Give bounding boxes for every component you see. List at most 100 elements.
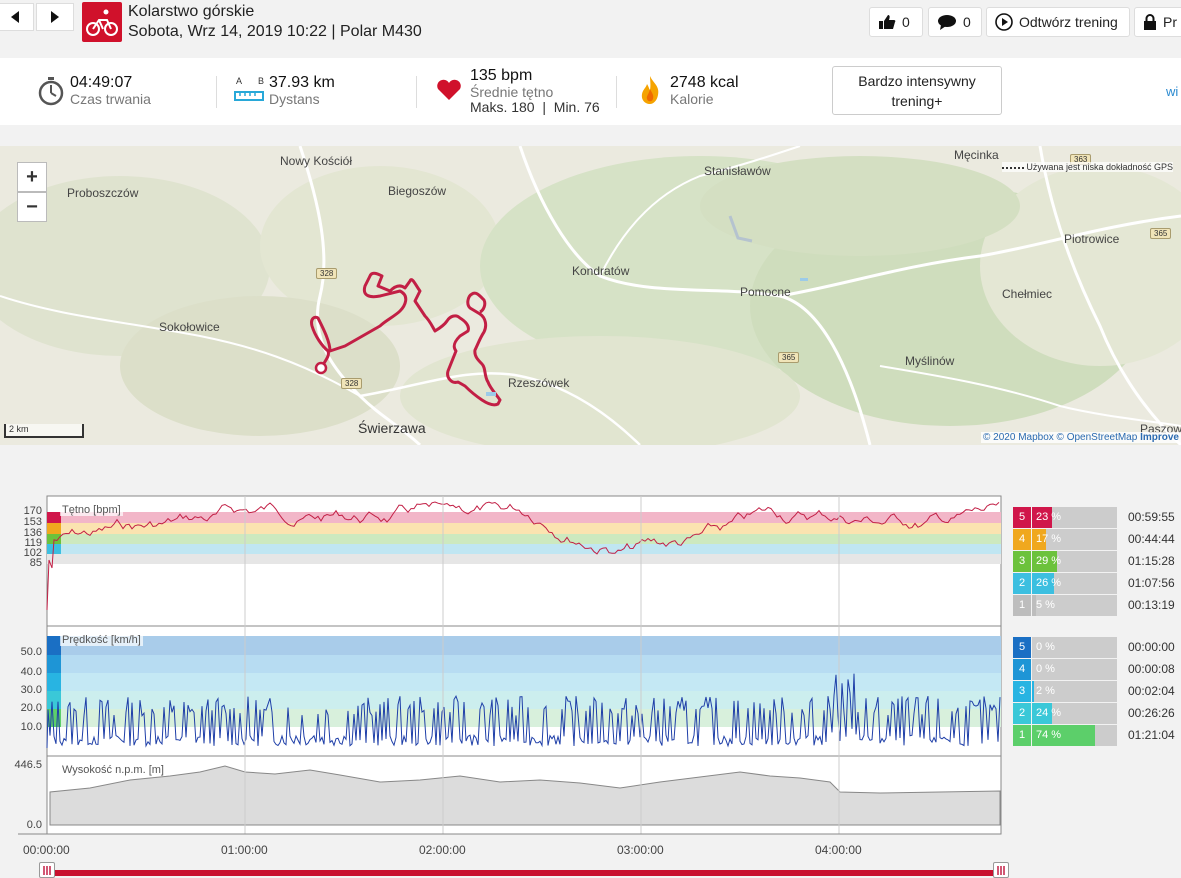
zone-percent: 17 % — [1036, 533, 1062, 545]
map-label: Myślinów — [905, 354, 955, 368]
speed-zone-row: 5 0 % 00:00:00 — [1013, 637, 1181, 658]
privacy-label: Pr — [1163, 14, 1177, 30]
comment-icon — [938, 15, 956, 30]
heart-rate-line — [46, 501, 1000, 611]
training-benefit-button[interactable]: Bardzo intensywny trening+ — [832, 66, 1002, 115]
distance-stat: A B 37.93 km Dystans — [234, 58, 414, 125]
replay-button[interactable]: Odtwórz trening — [986, 7, 1130, 37]
chevron-left-icon — [11, 11, 19, 23]
time-range-slider[interactable] — [47, 870, 1002, 876]
zone-percent: 24 % — [1036, 707, 1062, 719]
zone-number: 2 — [1013, 573, 1031, 594]
speed-y-tick: 50.0 — [20, 646, 42, 658]
speed-zone-5-marker — [47, 636, 61, 655]
bike-icon — [82, 2, 122, 42]
distance-label: Dystans — [269, 91, 320, 107]
zone-percent: 29 % — [1036, 555, 1062, 567]
zone-time: 00:13:19 — [1128, 598, 1175, 612]
side-link[interactable]: wi — [1166, 84, 1179, 99]
calories-value: 2748 kcal — [670, 74, 739, 91]
avg-heart-rate-value: 135 bpm — [470, 67, 533, 84]
speed-zone-5-band — [47, 636, 1001, 655]
dotted-line-icon — [1001, 166, 1024, 169]
zone-time: 00:26:26 — [1128, 706, 1175, 720]
time-axis-tick: 03:00:00 — [617, 843, 664, 857]
summary-bar: 04:49:07 Czas trwania A B 37.93 km Dysta… — [0, 58, 1181, 125]
speed-zone-row: 1 74 % 01:21:04 — [1013, 725, 1181, 746]
play-icon — [995, 13, 1013, 31]
divider — [416, 76, 417, 108]
zone-percent-fill — [1032, 529, 1047, 550]
back-button[interactable] — [0, 3, 34, 31]
heart-icon — [437, 79, 461, 100]
speed-zone-row: 2 24 % 00:26:26 — [1013, 703, 1181, 724]
zone-percent-bar: 5 % — [1032, 595, 1117, 616]
zone-number: 5 — [1013, 507, 1031, 528]
road-badge: 328 — [341, 378, 363, 389]
zone-percent-bar: 26 % — [1032, 573, 1117, 594]
map-label: Piotrowice — [1064, 232, 1120, 246]
speed-zone-3-band — [47, 673, 1001, 691]
speed-line — [46, 673, 1001, 749]
attribution-text[interactable]: © 2020 Mapbox © OpenStreetMap — [983, 432, 1138, 443]
range-start-handle[interactable] — [39, 862, 55, 878]
speed-zone-1-band — [47, 709, 1001, 727]
zone-percent-fill — [1032, 595, 1037, 616]
hr-zone-4-marker — [47, 523, 61, 534]
map-label: Proboszczów — [67, 186, 139, 200]
thumbs-up-icon — [879, 15, 896, 29]
hr-zone-row: 4 17 % 00:44:44 — [1013, 529, 1181, 550]
comment-button[interactable]: 0 — [928, 7, 982, 37]
zone-percent: 0 % — [1036, 641, 1055, 653]
time-axis-tick: 01:00:00 — [221, 843, 268, 857]
improve-link[interactable]: Improve — [1140, 432, 1179, 443]
zone-percent-fill — [1032, 681, 1034, 702]
map-scale: 2 km — [4, 424, 84, 438]
zoom-out-button[interactable]: − — [17, 192, 47, 222]
hr-y-tick: 119 — [24, 537, 42, 549]
route-map[interactable]: Nowy Kościół Biegoszów Proboszczów Sokoł… — [0, 146, 1181, 445]
zoom-in-button[interactable]: + — [17, 162, 47, 192]
like-button[interactable]: 0 — [869, 7, 923, 37]
altitude-y-tick: 0.0 — [26, 819, 42, 831]
zone-percent-bar: 17 % — [1032, 529, 1117, 550]
speed-y-tick: 40.0 — [20, 666, 42, 678]
zone-time: 00:02:04 — [1128, 684, 1175, 698]
duration-label: Czas trwania — [70, 91, 151, 107]
zone-percent-bar: 0 % — [1032, 659, 1117, 680]
charts-canvas[interactable] — [0, 490, 1005, 878]
zone-percent: 0 % — [1036, 663, 1055, 675]
speed-zone-4-marker — [47, 655, 61, 673]
lock-icon — [1144, 14, 1156, 30]
privacy-button[interactable]: Pr — [1134, 7, 1181, 37]
header: Kolarstwo górskie Sobota, Wrz 14, 2019 1… — [0, 0, 1181, 58]
map-label: Stanisławów — [704, 164, 771, 178]
time-axis-tick: 04:00:00 — [815, 843, 862, 857]
map-label: Biegoszów — [388, 184, 447, 198]
zone-percent: 2 % — [1036, 685, 1055, 697]
activity-subtitle: Sobota, Wrz 14, 2019 10:22 | Polar M430 — [128, 23, 422, 40]
zone-percent-fill — [1032, 703, 1053, 724]
range-end-handle[interactable] — [993, 862, 1009, 878]
zone-number: 4 — [1013, 529, 1031, 550]
gps-accuracy-note: Używana jest niska dokładność GPS — [1001, 162, 1173, 172]
stopwatch-icon — [38, 77, 64, 106]
map-label: Sokołowice — [159, 320, 220, 334]
grip-icon — [997, 866, 1005, 875]
road-badge: 365 — [778, 352, 800, 363]
speed-zone-row: 4 0 % 00:00:08 — [1013, 659, 1181, 680]
zone-time: 00:44:44 — [1128, 532, 1175, 546]
altitude-area — [49, 765, 1001, 826]
map-label: Rzeszówek — [508, 376, 570, 390]
map-attribution: © 2020 Mapbox © OpenStreetMap Improve — [981, 432, 1181, 443]
forward-button[interactable] — [36, 3, 74, 31]
grip-icon — [43, 866, 51, 875]
zone-percent-bar: 23 % — [1032, 507, 1117, 528]
speed-zone-2-marker — [47, 691, 61, 709]
speed-zone-2-band — [47, 691, 1001, 709]
hr-zone-4-band — [47, 523, 1001, 534]
zone-percent-bar: 74 % — [1032, 725, 1117, 746]
zone-time: 00:00:08 — [1128, 662, 1175, 676]
hr-zone-row: 3 29 % 01:15:28 — [1013, 551, 1181, 572]
speed-y-tick: 20.0 — [20, 702, 42, 714]
